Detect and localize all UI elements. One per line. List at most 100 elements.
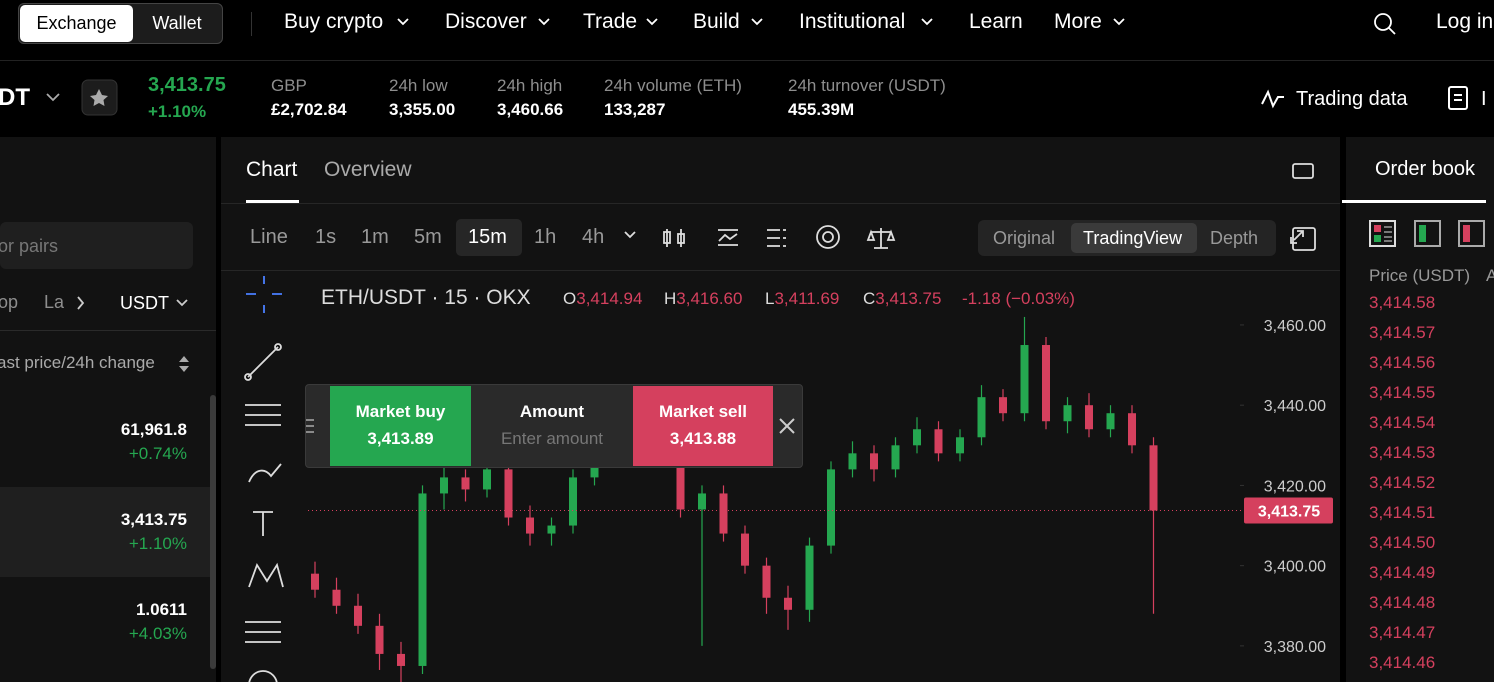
tab[interactable]: Wallet	[152, 13, 202, 33]
label: O	[563, 289, 576, 308]
stat-value: 3,355.00	[389, 100, 456, 119]
trading-data[interactable]: Trading data	[1296, 88, 1408, 110]
menu-item[interactable]: Learn	[969, 10, 1023, 33]
row-price[interactable]: 3,413.75	[120, 510, 187, 529]
menu-item[interactable]: Trade	[583, 10, 638, 33]
menu-item[interactable]: Institutional	[799, 10, 906, 33]
price-header: Price (USDT)	[1369, 266, 1471, 285]
menu-item[interactable]: Build	[693, 10, 740, 33]
panel-tab[interactable]: Overview	[324, 158, 412, 181]
interval[interactable]: 1h	[534, 226, 557, 248]
candle-body	[569, 477, 577, 526]
buy-label: Market buy	[355, 402, 446, 421]
tab[interactable]: Exchange	[20, 5, 133, 42]
search-box[interactable]	[0, 222, 193, 269]
candle-body	[526, 517, 534, 534]
nav-icons	[397, 13, 1396, 35]
login[interactable]: Log in	[1436, 10, 1494, 33]
candle-body	[1042, 345, 1050, 422]
candle-body	[805, 545, 814, 610]
y-tick-label: 3,440.00	[1264, 398, 1326, 415]
tab-underline	[1342, 200, 1486, 203]
candle-body	[698, 493, 706, 510]
candle-body	[397, 653, 405, 666]
sell-button[interactable]	[633, 386, 773, 466]
candle-body	[977, 397, 986, 438]
row-change: +1.10%	[128, 534, 187, 553]
ticker-icons	[46, 79, 118, 116]
candle-body	[762, 565, 771, 598]
view[interactable]: Original	[993, 228, 1056, 248]
menu-item[interactable]: Buy crypto	[284, 10, 384, 33]
column-header[interactable]: ast price/24h change	[0, 353, 155, 372]
ask-price: 3,414.56	[1369, 353, 1436, 372]
menu-item[interactable]: Discover	[445, 10, 527, 33]
interval[interactable]: Line	[250, 226, 288, 248]
ask-price: 3,414.55	[1369, 383, 1436, 402]
interval[interactable]: 4h	[582, 226, 605, 248]
panel-tab[interactable]: Chart	[246, 158, 298, 181]
row-change: +4.03%	[128, 624, 187, 643]
market-tab[interactable]: op	[0, 292, 19, 312]
divider	[251, 12, 252, 36]
candle-body	[741, 533, 749, 566]
candle-body	[375, 625, 384, 654]
label: C	[863, 289, 875, 308]
divider	[0, 60, 1494, 61]
divider	[221, 270, 1340, 271]
y-tick-label: 3,460.00	[1264, 318, 1326, 335]
ask-price: 3,414.58	[1369, 293, 1436, 312]
candle-body	[311, 573, 319, 590]
row-price[interactable]: 1.0611	[135, 600, 187, 619]
sell-label: Market sell	[659, 402, 747, 421]
candle-body	[483, 469, 491, 490]
sort-icon	[179, 356, 189, 372]
value: 3,411.69	[774, 289, 839, 308]
order-book-title[interactable]: Order book	[1375, 158, 1476, 180]
candle-body	[418, 493, 427, 666]
value: 3,413.75	[875, 289, 941, 308]
popup-icons	[306, 418, 795, 434]
chart-legend-title: ETH/USDT · 15 · OKX	[321, 286, 531, 309]
candle-body	[1063, 405, 1072, 422]
stat-label: 24h volume (ETH)	[604, 76, 742, 95]
ask-price: 3,414.46	[1369, 653, 1436, 672]
trading-data-icon	[1261, 89, 1284, 109]
stat-value: 455.39M	[788, 100, 855, 119]
symbol[interactable]: DT	[0, 84, 30, 111]
ask-price: 3,414.49	[1369, 563, 1436, 582]
ask-price: 3,414.53	[1369, 443, 1436, 462]
candle-body	[354, 605, 362, 626]
change: -1.18 (−0.03%)	[962, 289, 1075, 308]
last-price: 3,413.75	[148, 74, 226, 96]
ohlc-legend: O3,414.94 H3,416.60 L3,411.69 C3,413.75 …	[563, 289, 1075, 308]
interval[interactable]: 1s	[315, 226, 337, 248]
view[interactable]: TradingView	[1083, 228, 1183, 248]
divider	[0, 330, 216, 331]
value: 3,416.60	[676, 289, 742, 308]
ask-price: 3,414.54	[1369, 413, 1436, 432]
candle-body	[891, 445, 900, 470]
market-tab[interactable]: USDT	[120, 293, 169, 313]
candle-body	[440, 477, 448, 494]
ask-price: 3,414.52	[1369, 473, 1436, 492]
stat-value: 3,460.66	[497, 100, 564, 119]
view[interactable]: Depth	[1210, 228, 1259, 248]
scrollbar	[210, 395, 216, 669]
menu-item[interactable]: More	[1054, 10, 1102, 33]
tab-underline	[246, 200, 299, 203]
buy-button[interactable]	[330, 386, 471, 466]
amount-label: Amount	[519, 402, 585, 421]
interval[interactable]: 15m	[468, 226, 507, 248]
interval[interactable]: 5m	[414, 226, 442, 248]
candle-body	[1020, 345, 1029, 414]
market-tab[interactable]: La	[44, 292, 65, 312]
book-layout-icons	[1369, 220, 1485, 247]
info[interactable]: I	[1481, 88, 1487, 110]
amount-input[interactable]: Enter amount	[500, 429, 604, 448]
candle-body	[1149, 445, 1158, 511]
stat-label: 24h low	[389, 76, 448, 95]
interval[interactable]: 1m	[361, 226, 389, 248]
row-price[interactable]: 61,961.8	[120, 420, 187, 439]
ask-price: 3,414.51	[1369, 503, 1436, 522]
